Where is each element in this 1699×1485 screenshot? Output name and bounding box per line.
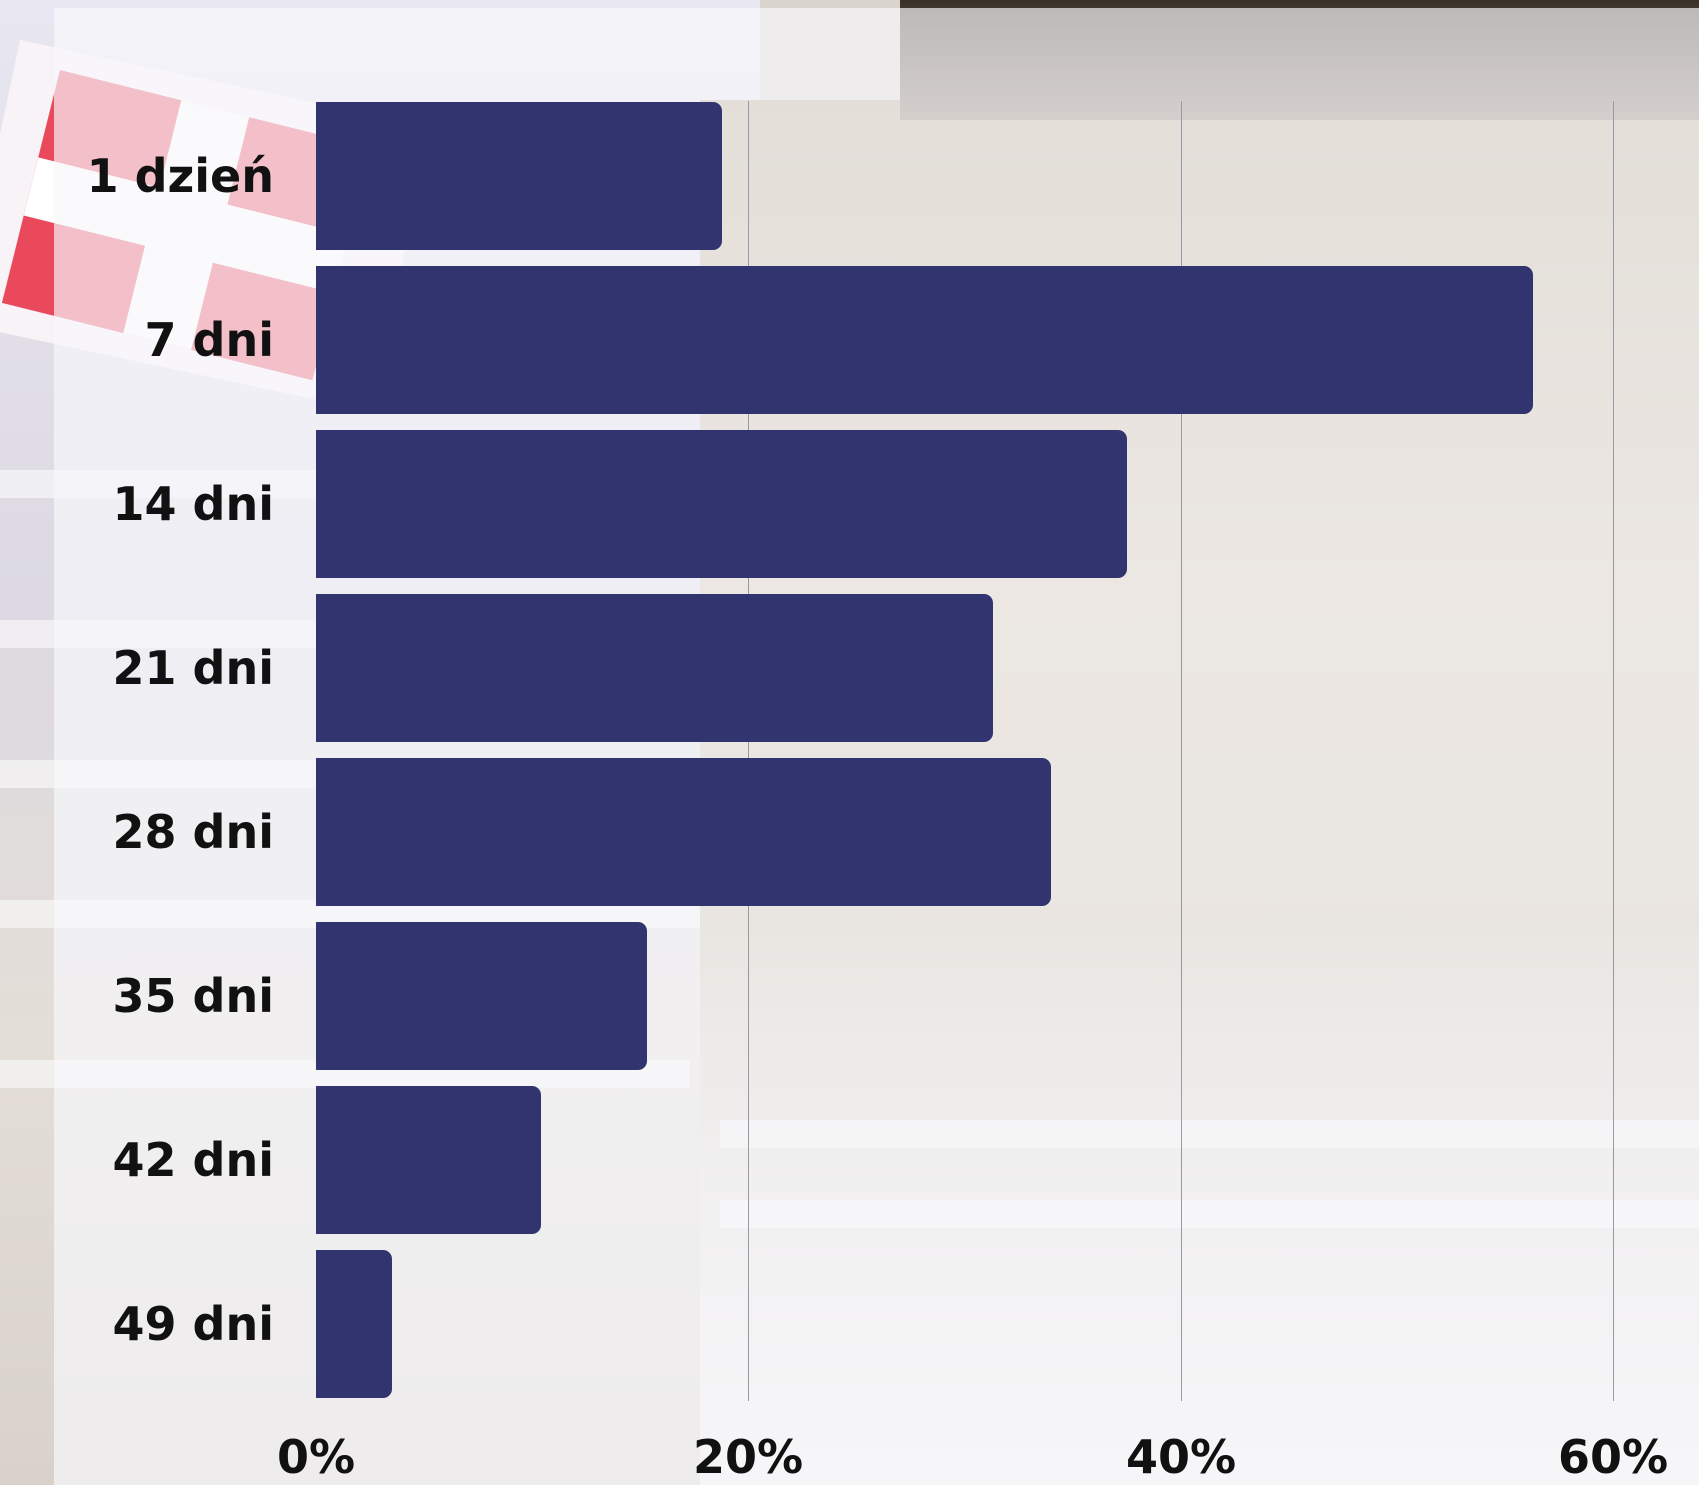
category-label: 7 dni: [144, 313, 274, 367]
bar: [316, 1250, 392, 1398]
category-label: 49 dni: [112, 1297, 274, 1351]
x-tick-label: 40%: [1125, 1430, 1237, 1484]
chart-panel: [54, 8, 1699, 1485]
gridline: [1181, 101, 1182, 1401]
category-label: 42 dni: [112, 1133, 274, 1187]
category-label: 14 dni: [112, 477, 274, 531]
bar: [316, 594, 993, 742]
bar: [316, 266, 1533, 414]
gridline: [1613, 101, 1614, 1401]
category-label: 21 dni: [112, 641, 274, 695]
category-label: 28 dni: [112, 805, 274, 859]
category-label: 35 dni: [112, 969, 274, 1023]
category-label: 1 dzień: [86, 149, 274, 203]
bar: [316, 922, 647, 1070]
bar: [316, 102, 722, 250]
x-tick-label: 60%: [1557, 1430, 1669, 1484]
bar: [316, 1086, 541, 1234]
gridline: [748, 101, 749, 1401]
x-tick-label: 20%: [692, 1430, 804, 1484]
bar: [316, 430, 1127, 578]
x-tick-label: 0%: [276, 1430, 356, 1484]
bar: [316, 758, 1051, 906]
